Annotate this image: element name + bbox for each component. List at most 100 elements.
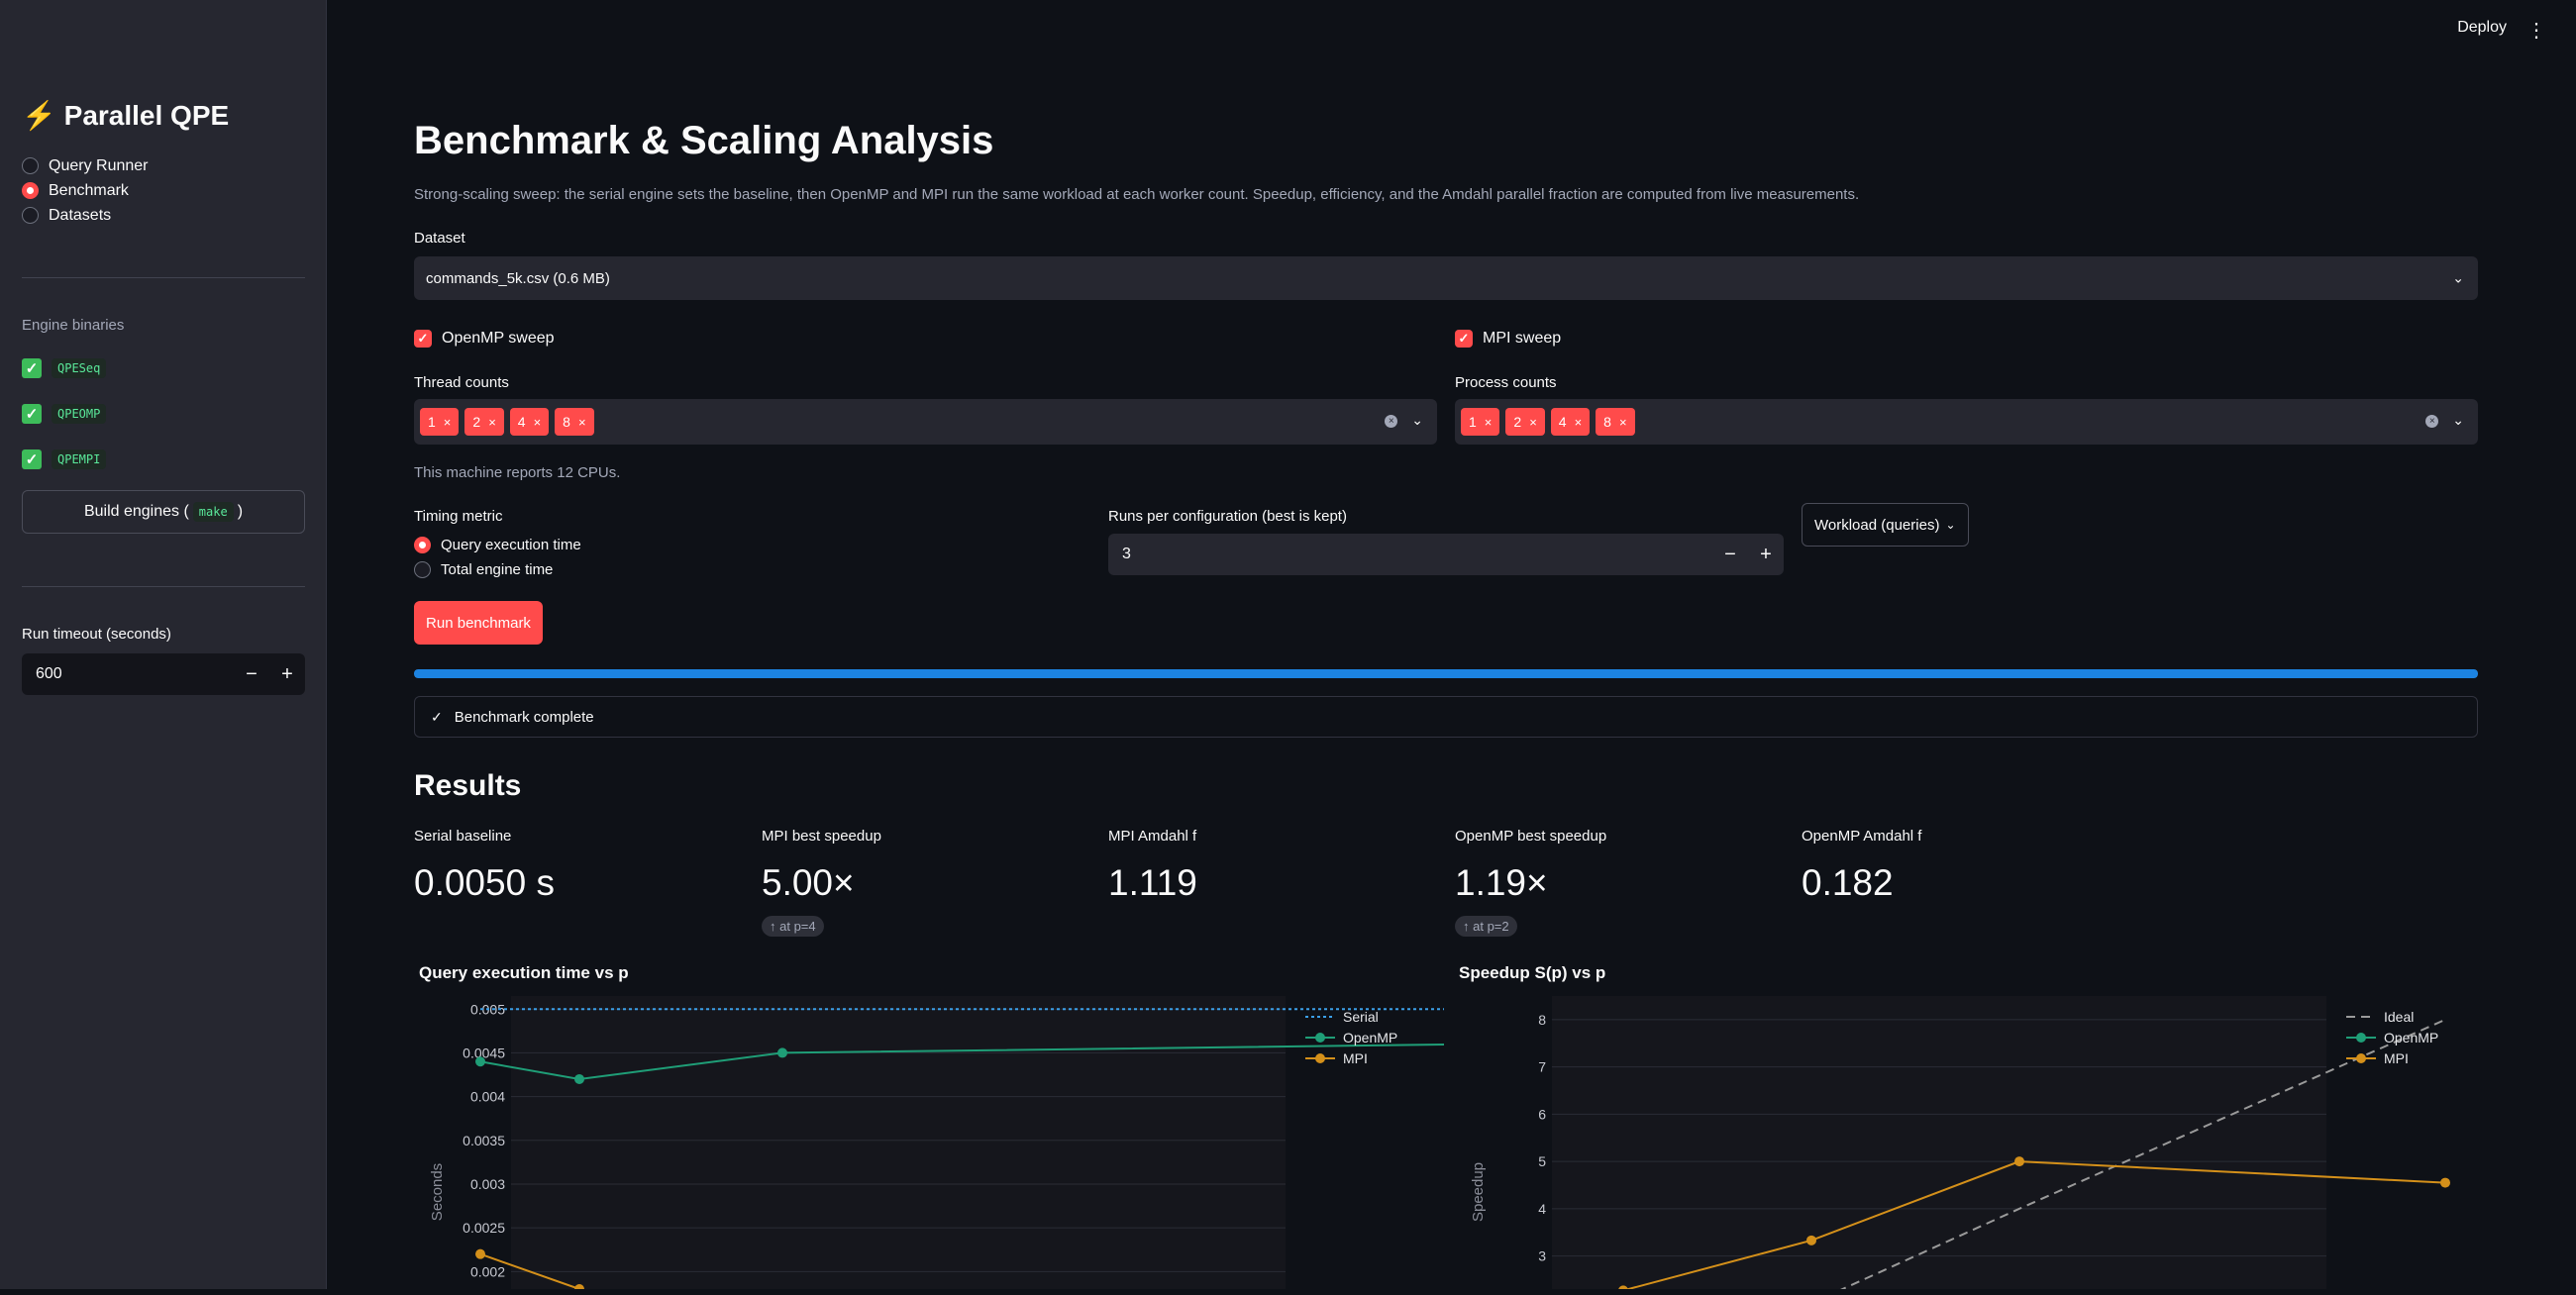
data-point-mpi xyxy=(574,1284,584,1289)
dataset-select[interactable]: commands_5k.csv (0.6 MB) ⌄ xyxy=(414,256,2478,300)
page-title: Benchmark & Scaling Analysis xyxy=(414,119,994,162)
increment-button[interactable]: + xyxy=(281,662,293,685)
app-title: ⚡ Parallel QPE xyxy=(22,100,230,131)
remove-tag-icon[interactable]: × xyxy=(577,414,586,430)
plot-background xyxy=(511,996,1286,1289)
metric-value: 1.119 xyxy=(1108,862,1197,903)
build-engines-button[interactable]: Build engines ( make ) xyxy=(22,490,305,534)
chevron-down-icon[interactable]: ⌄ xyxy=(1411,412,1423,428)
tag-label: 4 xyxy=(1558,414,1567,430)
thread-count-tag[interactable]: 8 × xyxy=(555,408,594,436)
status-expander[interactable]: ✓ Benchmark complete xyxy=(414,696,2478,738)
legend-label: OpenMP xyxy=(1343,1030,1397,1046)
delta-text: at p=4 xyxy=(779,919,816,934)
remove-tag-icon[interactable]: × xyxy=(1618,414,1627,430)
increment-button[interactable]: + xyxy=(1760,543,1772,565)
decrement-button[interactable]: − xyxy=(1724,543,1736,565)
check-mark-icon: ✓ xyxy=(22,358,42,378)
option-label: Query execution time xyxy=(441,537,581,553)
legend-label: OpenMP xyxy=(2384,1030,2438,1046)
time-chart[interactable]: 0.0050.00450.0040.00350.0030.00250.002Se… xyxy=(414,990,1444,1289)
remove-tag-icon[interactable]: × xyxy=(1574,414,1583,430)
chart-title-time: Query execution time vs p xyxy=(419,963,629,982)
nav-datasets[interactable]: Datasets xyxy=(22,203,149,228)
build-command: make xyxy=(192,502,234,522)
process-count-tag[interactable]: 4 × xyxy=(1550,408,1591,436)
binary-name: QPEOMP xyxy=(52,404,107,424)
workload-popover-button[interactable]: Workload (queries) ⌄ xyxy=(1802,503,1969,547)
timeout-value[interactable]: 600 xyxy=(36,665,62,682)
nav-label: Query Runner xyxy=(49,156,149,174)
process-count-tag[interactable]: 1 × xyxy=(1461,408,1500,436)
metric-delta: ↑ at p=4 xyxy=(762,916,824,937)
chart-title-speedup: Speedup S(p) vs p xyxy=(1459,963,1606,982)
remove-tag-icon[interactable]: × xyxy=(443,414,452,430)
remove-tag-icon[interactable]: × xyxy=(1484,414,1493,430)
openmp-sweep-label: OpenMP sweep xyxy=(442,330,555,347)
chevron-down-icon[interactable]: ⌄ xyxy=(2452,412,2464,428)
y-tick-label: 0.004 xyxy=(470,1089,505,1105)
thread-counts-label: Thread counts xyxy=(414,374,509,391)
metric-mpi-amdahl: MPI Amdahl f 1.119 xyxy=(1108,828,1197,904)
remove-tag-icon[interactable]: × xyxy=(533,414,542,430)
y-axis-label: Seconds xyxy=(429,1163,446,1221)
divider xyxy=(22,586,305,587)
option-label: Total engine time xyxy=(441,561,554,578)
remove-tag-icon[interactable]: × xyxy=(1529,414,1537,430)
runs-input[interactable]: 3 − + xyxy=(1108,534,1784,575)
y-tick-label: 7 xyxy=(1538,1059,1546,1075)
multiselect-controls: × ⌄ xyxy=(1385,412,1423,429)
chevron-down-icon: ⌄ xyxy=(1945,518,1956,532)
thread-counts-multiselect[interactable]: 1 × 2 × 4 × 8 × × ⌄ xyxy=(414,399,1437,445)
legend-label: MPI xyxy=(1343,1050,1368,1066)
clear-all-icon[interactable]: × xyxy=(1385,415,1398,428)
series-line-mpi xyxy=(479,1252,580,1289)
series-line-openmp xyxy=(479,1044,1444,1080)
timeout-input[interactable]: 600 − + xyxy=(22,653,305,695)
y-tick-label: 0.0035 xyxy=(463,1133,505,1148)
radio-icon xyxy=(22,207,39,224)
runs-value[interactable]: 3 xyxy=(1122,546,1131,562)
metric-delta: ↑ at p=2 xyxy=(1455,916,1517,937)
page-nav: Query Runner Benchmark Datasets xyxy=(22,153,149,228)
openmp-sweep-checkbox[interactable]: ✓ OpenMP sweep xyxy=(414,330,555,348)
more-menu-icon[interactable]: ⋮ xyxy=(2526,20,2546,42)
check-mark-icon: ✓ xyxy=(22,449,42,469)
nav-query-runner[interactable]: Query Runner xyxy=(22,153,149,178)
dataset-value: commands_5k.csv (0.6 MB) xyxy=(426,269,610,287)
arrow-up-icon: ↑ xyxy=(1463,919,1474,934)
process-counts-label: Process counts xyxy=(1455,374,1557,391)
deploy-button[interactable]: Deploy xyxy=(2457,19,2507,36)
process-counts-multiselect[interactable]: 1 × 2 × 4 × 8 × × ⌄ xyxy=(1455,399,2478,445)
process-count-tag[interactable]: 8 × xyxy=(1596,408,1635,436)
run-benchmark-button[interactable]: Run benchmark xyxy=(414,601,543,645)
thread-count-tag[interactable]: 1 × xyxy=(420,408,460,436)
mpi-sweep-checkbox[interactable]: ✓ MPI sweep xyxy=(1455,330,1561,348)
legend-marker xyxy=(2356,1053,2366,1063)
tag-label: 8 xyxy=(563,414,570,430)
decrement-button[interactable]: − xyxy=(246,662,258,685)
clear-all-icon[interactable]: × xyxy=(2425,415,2439,428)
tag-label: 2 xyxy=(472,414,481,430)
remove-tag-icon[interactable]: × xyxy=(488,414,496,430)
process-count-tag[interactable]: 2 × xyxy=(1505,408,1545,436)
metric-omp-speedup: OpenMP best speedup 1.19× ↑ at p=2 xyxy=(1455,828,1606,937)
y-tick-label: 3 xyxy=(1538,1248,1546,1264)
y-tick-label: 5 xyxy=(1538,1153,1546,1169)
legend-label: Ideal xyxy=(2384,1009,2414,1025)
legend-marker xyxy=(1315,1033,1325,1043)
timing-option-total[interactable]: Total engine time xyxy=(414,561,553,578)
chevron-down-icon: ⌄ xyxy=(2452,269,2464,286)
cpu-note: This machine reports 12 CPUs. xyxy=(414,464,621,481)
thread-count-tag[interactable]: 2 × xyxy=(464,408,504,436)
series-line-mpi xyxy=(1624,1160,2446,1289)
thread-count-tag[interactable]: 4 × xyxy=(509,408,550,436)
timing-option-query[interactable]: Query execution time xyxy=(414,537,581,553)
status-text: Benchmark complete xyxy=(454,708,594,726)
tag-label: 1 xyxy=(1469,414,1477,430)
build-label-prefix: Build engines ( xyxy=(83,503,189,520)
binary-name: QPESeq xyxy=(52,358,107,378)
speedup-chart[interactable]: 8 7 6 5 4 3 Speedup Ideal OpenMP MPI xyxy=(1455,990,2485,1289)
tag-label: 8 xyxy=(1603,414,1611,430)
nav-benchmark[interactable]: Benchmark xyxy=(22,178,149,203)
